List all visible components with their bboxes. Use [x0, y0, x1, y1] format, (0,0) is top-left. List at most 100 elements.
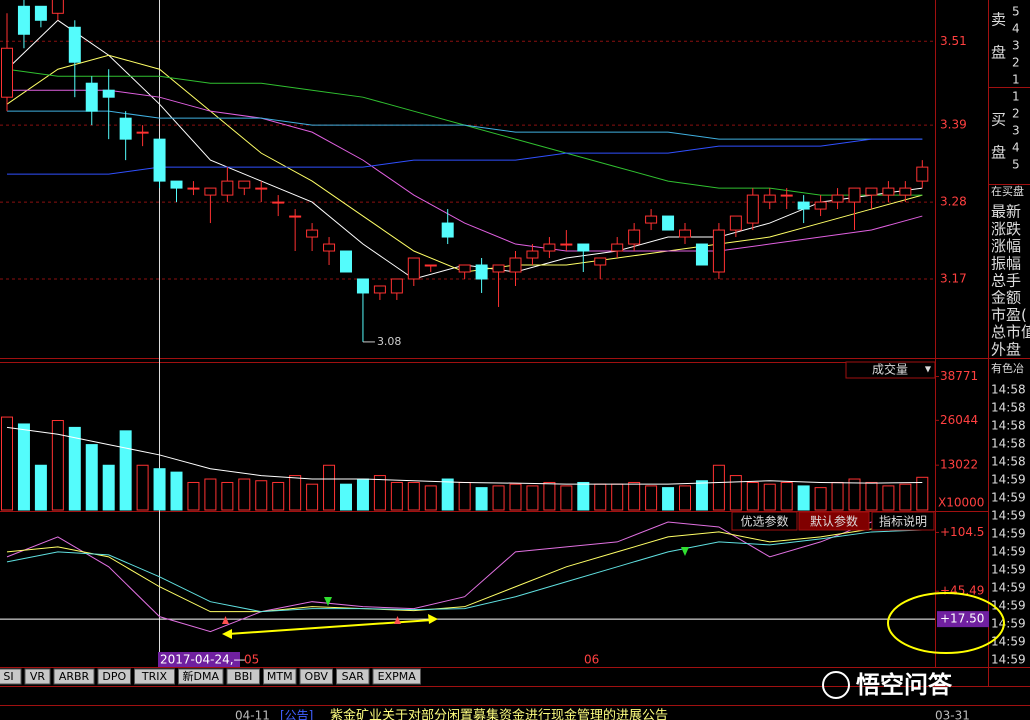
candle-body — [323, 243, 336, 252]
buy-signal — [222, 616, 229, 624]
tab[interactable] — [178, 668, 224, 685]
tab-label[interactable]: VR — [30, 670, 46, 683]
tab-label[interactable]: 新DMA — [183, 669, 220, 683]
tab[interactable] — [299, 668, 333, 685]
tab[interactable] — [97, 668, 131, 685]
volume-bar — [814, 487, 827, 511]
panel-heading: 盘 — [991, 144, 1006, 162]
trade-time: 14:59 — [991, 527, 1026, 541]
candle-body — [119, 117, 132, 140]
buy-signal — [394, 616, 401, 624]
tab[interactable] — [336, 668, 370, 685]
tab[interactable] — [0, 668, 22, 685]
volume-bar — [560, 485, 573, 511]
news-title[interactable]: 紫金矿业关于对部分闲置募集资金进行现金管理的进展公告 — [330, 708, 668, 720]
tab[interactable] — [53, 668, 95, 685]
dropdown-label[interactable]: 成交量 — [872, 362, 908, 377]
candle-body — [695, 243, 708, 266]
y-tick-label: 3.28 — [940, 195, 967, 209]
volume-bar — [373, 475, 386, 511]
candle-body — [221, 180, 234, 196]
low-label: 3.08 — [377, 335, 402, 348]
trade-time: 14:59 — [991, 617, 1026, 631]
volume-bar — [611, 483, 624, 511]
volume-bar — [848, 478, 861, 511]
candle-body — [204, 187, 217, 196]
candle-body — [407, 257, 420, 280]
button[interactable] — [871, 511, 935, 531]
volume-bar — [865, 481, 878, 511]
y-tick-label: +45.49 — [940, 584, 984, 598]
trade-time: 14:59 — [991, 635, 1026, 649]
news-tag[interactable]: [公告] — [280, 709, 313, 720]
volume-bar — [119, 430, 132, 511]
volume-bar — [797, 485, 810, 511]
tab-label[interactable]: SI — [3, 670, 13, 683]
volume-bar — [780, 481, 793, 511]
candle-body — [729, 215, 742, 231]
trade-time: 14:59 — [991, 581, 1026, 595]
y-tick-label: 13022 — [940, 458, 978, 472]
tab-label[interactable]: TRIX — [141, 670, 168, 683]
level-label: 4 — [1012, 141, 1020, 155]
trade-time: 14:58 — [991, 455, 1026, 469]
trade-time: 14:59 — [991, 599, 1026, 613]
button-label[interactable]: 默认参数 — [810, 514, 858, 529]
tab[interactable] — [226, 668, 260, 685]
sell-signal — [681, 547, 689, 556]
candle-body — [916, 166, 929, 182]
volume-bar — [221, 481, 234, 511]
tab-label[interactable]: SAR — [342, 670, 365, 683]
candle-body — [577, 243, 590, 252]
field-label: 涨幅 — [991, 237, 1021, 255]
volume-bar — [899, 483, 912, 511]
tab[interactable] — [263, 668, 297, 685]
dropdown-arrow[interactable]: ▼ — [925, 365, 932, 374]
volume-bar — [916, 476, 929, 511]
button[interactable] — [731, 511, 798, 531]
volume-bar — [153, 468, 166, 511]
tab[interactable] — [372, 668, 421, 685]
trade-time: 14:59 — [991, 653, 1026, 667]
volume-bar — [577, 481, 590, 511]
candle-body — [85, 82, 98, 112]
news-date: 04-11 — [235, 709, 270, 720]
trade-time: 14:59 — [991, 509, 1026, 523]
tab-label[interactable]: OBV — [305, 670, 329, 683]
volume-bar — [458, 481, 471, 511]
candle-body — [68, 26, 81, 63]
volume-bar — [356, 478, 369, 511]
candle-body — [17, 5, 30, 35]
volume-bar — [407, 481, 420, 511]
tab[interactable] — [24, 668, 51, 685]
candle-body — [424, 264, 437, 267]
trade-time: 14:58 — [991, 437, 1026, 451]
y-tick-label: 3.39 — [940, 118, 967, 132]
tab-label[interactable]: BBI — [234, 670, 252, 683]
tab-label[interactable]: MTM — [267, 670, 293, 683]
indicator-dropdown[interactable] — [845, 361, 936, 379]
indicator-line — [6, 521, 923, 633]
button-label[interactable]: 指标说明 — [879, 514, 927, 529]
candle-body — [526, 250, 539, 259]
level-label: 3 — [1012, 124, 1020, 138]
candle-body — [899, 187, 912, 196]
volume-bar — [289, 475, 302, 511]
volume-bar — [390, 481, 403, 511]
candle-body — [441, 222, 454, 238]
field-label: 振幅 — [991, 254, 1021, 272]
tab-label[interactable]: EXPMA — [378, 670, 417, 683]
trades-title: 有色冶 — [991, 361, 1024, 375]
tab-label[interactable]: DPO — [102, 670, 126, 683]
tab[interactable] — [134, 668, 175, 685]
button-label[interactable]: 优选参数 — [740, 514, 788, 529]
panel-heading: 盘 — [991, 44, 1006, 62]
volume-bar — [831, 481, 844, 511]
candle-body — [136, 131, 149, 134]
volume-bar — [238, 478, 251, 511]
field-label: 总手 — [991, 272, 1021, 290]
field-label: 金额 — [991, 289, 1021, 307]
button[interactable] — [798, 511, 870, 531]
tab-label[interactable]: ARBR — [59, 670, 90, 683]
